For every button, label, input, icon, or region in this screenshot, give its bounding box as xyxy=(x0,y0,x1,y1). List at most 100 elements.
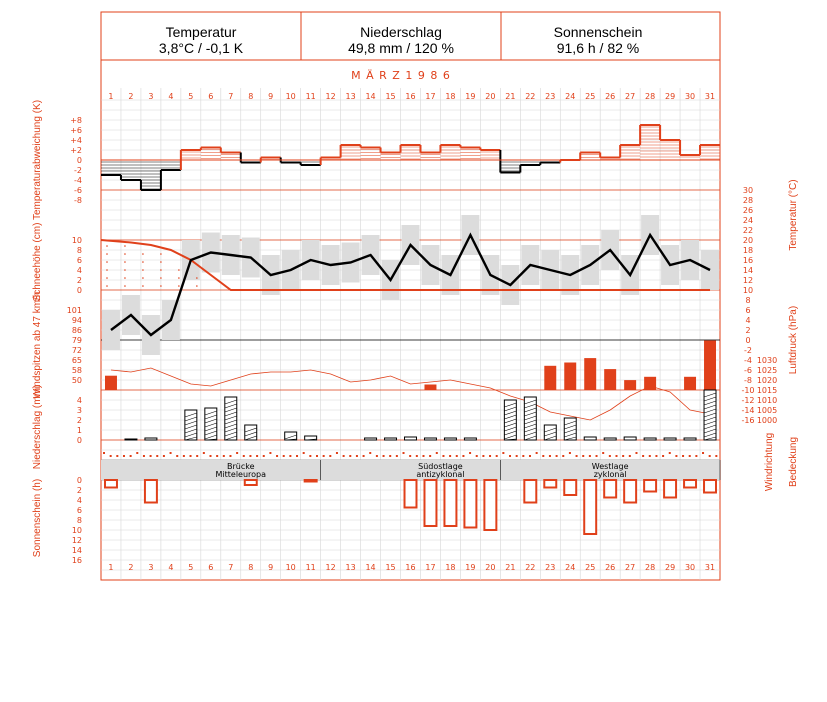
cloud-cover-dot xyxy=(582,455,585,457)
day-label-top: 28 xyxy=(645,92,655,101)
sun-tick-label: 10 xyxy=(72,526,82,535)
axis-label-wind: Windspitzen ab 47 km/h xyxy=(32,292,43,399)
weather-type-label: zyklonal xyxy=(594,470,627,479)
snow-dot xyxy=(124,277,126,279)
temperature-tick-label: 16 xyxy=(743,256,753,265)
precip-tick-label: 1 xyxy=(77,426,82,435)
cloud-cover-dot xyxy=(302,452,305,454)
day-label-bottom: 5 xyxy=(188,563,193,572)
sunshine-bar xyxy=(683,479,698,489)
temperature-tick-label: -10 xyxy=(741,386,754,395)
precip-hatch xyxy=(524,403,537,409)
day-label-top: 26 xyxy=(605,92,615,101)
precip-hatch xyxy=(703,424,717,430)
wind-tick-label: 50 xyxy=(72,376,82,385)
day-label-top: 8 xyxy=(248,92,253,101)
precip-hatch xyxy=(703,400,717,406)
axis-label-anomaly: Temperaturabweichung (K) xyxy=(32,100,43,220)
cloud-cover-dot xyxy=(375,455,378,457)
temperature-tick-label: 14 xyxy=(743,266,753,275)
precip-tick-label: 4 xyxy=(77,396,82,405)
cloud-cover-dot xyxy=(475,455,478,457)
cloud-cover-dot xyxy=(196,455,199,457)
day-label-bottom: 21 xyxy=(505,563,515,572)
cloud-cover-dot xyxy=(142,455,145,457)
cloud-cover-dot xyxy=(682,455,685,457)
snow-dot xyxy=(124,261,126,263)
chart-marks xyxy=(100,124,721,535)
day-label-bottom: 12 xyxy=(326,563,336,572)
sunshine-bar xyxy=(403,479,418,509)
precip-hatch xyxy=(524,399,537,405)
precip-hatch xyxy=(204,430,217,436)
snow-tick-label: 6 xyxy=(77,256,82,265)
precip-hatch xyxy=(284,434,297,440)
cloud-cover-dot xyxy=(415,455,418,457)
cloud-cover-dot xyxy=(495,455,498,457)
precip-hatch xyxy=(504,402,517,408)
day-label-top: 1 xyxy=(108,92,113,101)
day-label-top: 7 xyxy=(228,92,233,101)
anomaly-tick-label: +2 xyxy=(70,146,82,155)
cloud-cover-dot xyxy=(136,452,139,454)
sunshine-bar xyxy=(423,479,438,527)
cloud-cover-dot xyxy=(535,452,538,454)
day-label-bottom: 15 xyxy=(385,563,395,572)
snow-dot xyxy=(178,285,180,287)
temperature-tick-label: 10 xyxy=(743,286,753,295)
cloud-cover-dot xyxy=(162,455,165,457)
precip-hatch xyxy=(224,407,237,413)
temperature-tick-label: -6 xyxy=(744,366,752,375)
day-label-bottom: 1 xyxy=(108,563,113,572)
precip-hatch xyxy=(224,419,237,425)
precip-hatch xyxy=(204,438,217,441)
precip-bar xyxy=(244,424,258,441)
day-label-bottom: 19 xyxy=(465,563,475,572)
precip-hatch xyxy=(703,396,717,402)
sunshine-bar xyxy=(483,479,498,531)
temperature-tick-label: 18 xyxy=(743,246,753,255)
snow-dot xyxy=(142,269,144,271)
cloud-cover-dot xyxy=(116,455,119,457)
snow-dot xyxy=(142,253,144,255)
precip-bar xyxy=(463,437,477,441)
cloud-cover-dot xyxy=(109,455,112,457)
precip-hatch xyxy=(504,414,517,420)
temperature-tick-label: -12 xyxy=(741,396,754,405)
cloud-cover-dot xyxy=(242,455,245,457)
snow-dot xyxy=(142,261,144,263)
sunshine-bar xyxy=(623,479,638,504)
precip-hatch xyxy=(544,435,557,441)
sunshine-bar xyxy=(703,479,718,494)
temperature-tick-label: -4 xyxy=(744,356,752,365)
cloud-cover-dot xyxy=(209,455,212,457)
snow-dot xyxy=(160,269,162,271)
precip-hatch xyxy=(204,426,217,432)
wind-tick-label: 65 xyxy=(72,356,82,365)
cloud-cover-dot xyxy=(688,455,691,457)
cloud-cover-dot xyxy=(575,455,578,457)
cloud-cover-dot xyxy=(122,455,125,457)
wind-bar xyxy=(584,358,597,390)
precip-hatch xyxy=(524,411,537,417)
precip-hatch xyxy=(703,428,717,434)
temperature-tick-label: 20 xyxy=(743,236,753,245)
sunshine-bar xyxy=(443,479,458,527)
precip-hatch xyxy=(184,420,197,426)
day-label-top: 30 xyxy=(685,92,695,101)
sunshine-bar xyxy=(563,479,578,496)
month-title: M Ä R Z 1 9 8 6 xyxy=(351,69,451,82)
precip-hatch xyxy=(544,427,557,433)
precip-hatch xyxy=(524,427,537,433)
temperature-tick-label: 24 xyxy=(743,216,753,225)
temperature-tick-label: 28 xyxy=(743,196,753,205)
temperature-tick-label: -14 xyxy=(741,406,754,415)
cloud-cover-dot xyxy=(655,455,658,457)
day-label-top: 19 xyxy=(465,92,475,101)
cloud-cover-dot xyxy=(502,452,505,454)
precip-hatch xyxy=(504,406,517,412)
precip-bar xyxy=(144,437,158,441)
snow-dot xyxy=(142,277,144,279)
precip-hatch xyxy=(564,436,577,441)
precip-bar xyxy=(124,438,138,441)
